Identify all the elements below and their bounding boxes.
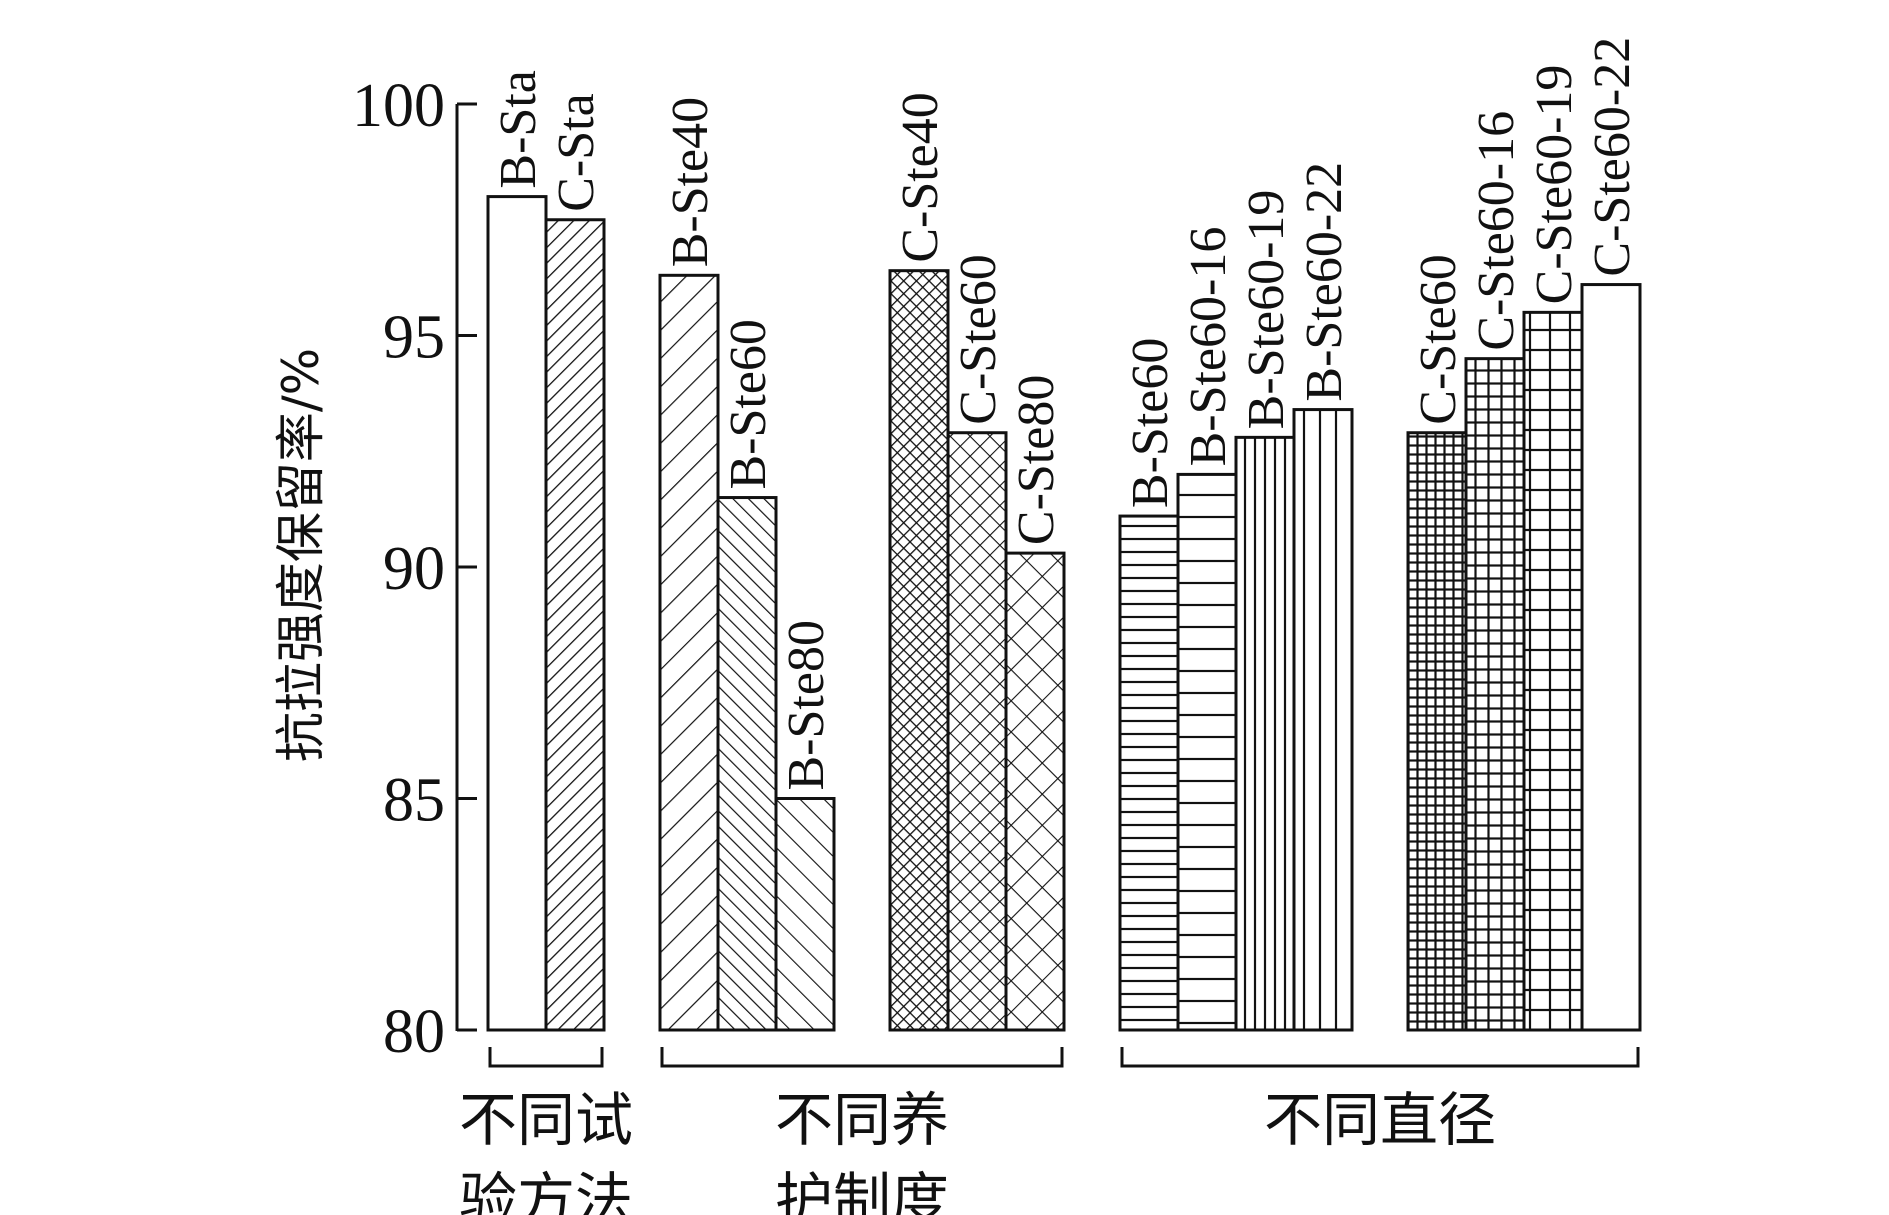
bar-label: B-Ste80 — [778, 620, 835, 790]
bar-c-ste60 — [946, 431, 1008, 1032]
bar-labels: B-Sta C-Sta B-Ste40B-Ste60B-Ste80C-Ste40C-… — [490, 37, 1641, 791]
bar-b-ste60-22 — [1292, 408, 1354, 1032]
bars — [486, 195, 1642, 1032]
bar-b-ste60-19 — [1234, 435, 1296, 1032]
bar-label: B-Ste60-16 — [1180, 227, 1237, 467]
bar-label: B-Ste60 — [1122, 338, 1179, 508]
group-label: 验方法 — [459, 1166, 633, 1215]
bar-label: C-Ste40 — [892, 92, 949, 262]
bar-b-ste80 — [774, 797, 836, 1032]
y-tick-label: 95 — [383, 304, 445, 372]
bar-label: B-Ste60-22 — [1296, 162, 1353, 402]
bar-label: C-Ste60 — [950, 254, 1007, 424]
bar-b-ste60 — [1118, 514, 1180, 1032]
group-label: 不同试 — [459, 1086, 633, 1154]
bar-label: B-Ste40 — [662, 97, 719, 267]
y-axis-title: 抗拉强度保留率/% — [272, 348, 330, 762]
group-bracket — [488, 1047, 604, 1068]
bar-c-ste60 — [1406, 431, 1468, 1032]
group-label: 不同养 — [775, 1086, 949, 1154]
bar-b-ste60-16 — [1176, 472, 1238, 1032]
y-axis: 80 85 90 95 100 — [352, 72, 477, 1066]
bar-c-ste60-22 — [1580, 283, 1642, 1032]
bar-c-ste60-19 — [1522, 310, 1584, 1032]
bar-label: C-Sta — [548, 93, 605, 211]
group-label: 护制度 — [775, 1166, 949, 1215]
bar-label: B-Ste60-19 — [1238, 190, 1295, 430]
group-bracket — [1120, 1047, 1640, 1068]
bar-label: C-Ste60-22 — [1584, 37, 1641, 277]
bar-label: C-Ste60 — [1410, 254, 1467, 424]
bar-label: B-Sta — [490, 70, 547, 188]
y-tick-label: 80 — [383, 998, 445, 1066]
bar-label: B-Ste60 — [720, 319, 777, 489]
bar-b-ste60 — [716, 496, 778, 1032]
group-label: 不同直径 — [1264, 1086, 1496, 1154]
bar-label: C-Ste60-19 — [1526, 65, 1583, 305]
bar-label: C-Ste60-16 — [1468, 111, 1525, 351]
y-tick-label: 90 — [383, 535, 445, 603]
bar-b-ste40 — [658, 273, 720, 1032]
group-bracket — [660, 1047, 1064, 1068]
bar-c-ste80 — [1004, 551, 1066, 1032]
bar-label: C-Ste80 — [1008, 375, 1065, 545]
y-tick-label: 85 — [383, 767, 445, 835]
bar-c-ste40 — [888, 269, 950, 1032]
bar-c-ste60-16 — [1464, 357, 1526, 1032]
bar-c-sta — [544, 218, 606, 1032]
y-tick-label: 100 — [352, 72, 445, 140]
bar-b-sta — [486, 195, 548, 1032]
